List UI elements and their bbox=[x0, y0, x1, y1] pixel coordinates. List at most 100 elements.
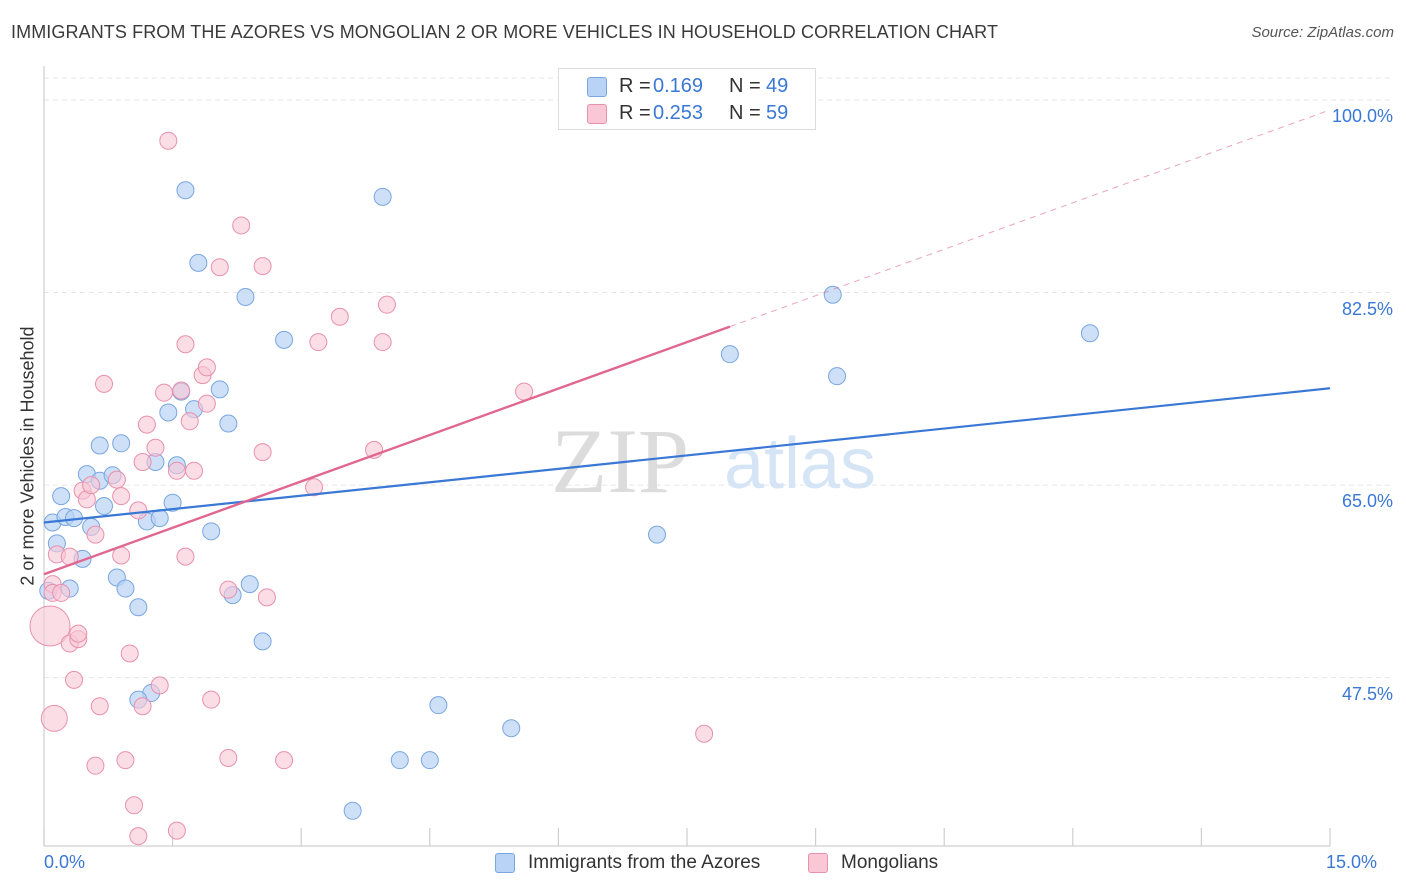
legend-label-azores: Immigrants from the Azores bbox=[528, 852, 761, 873]
data-point-mongolian bbox=[129, 501, 148, 520]
y-tick-label: 82.5% bbox=[1341, 298, 1393, 319]
data-point-azores bbox=[1080, 324, 1099, 343]
data-point-mongolian bbox=[133, 697, 152, 716]
data-point-mongolian bbox=[116, 751, 135, 770]
mongolian-swatch bbox=[808, 853, 828, 873]
r-value: 0.253 bbox=[653, 102, 704, 124]
trendline-mongolian bbox=[43, 325, 731, 576]
data-point-mongolian bbox=[305, 478, 324, 497]
azores-swatch bbox=[587, 77, 607, 97]
data-point-azores bbox=[373, 187, 392, 206]
data-point-mongolian bbox=[86, 756, 105, 775]
data-point-azores bbox=[163, 493, 182, 512]
data-point-mongolian bbox=[159, 131, 178, 150]
trendline-azores bbox=[43, 387, 1331, 524]
data-point-azores bbox=[420, 751, 439, 770]
data-point-mongolian bbox=[197, 394, 216, 413]
data-point-azores bbox=[236, 287, 255, 306]
data-point-azores bbox=[159, 403, 178, 422]
data-point-azores bbox=[390, 751, 409, 770]
data-point-mongolian bbox=[330, 307, 349, 326]
data-point-azores bbox=[210, 380, 229, 399]
trendlines bbox=[43, 109, 1331, 576]
r-label: R = bbox=[619, 102, 651, 124]
source-credit: Source: ZipAtlas.com bbox=[1251, 24, 1394, 41]
data-point-mongolian bbox=[167, 821, 186, 840]
data-point-azores bbox=[647, 525, 666, 544]
data-point-mongolian bbox=[52, 583, 71, 602]
y-tick-label: 47.5% bbox=[1341, 683, 1393, 704]
watermark-atlas: atlas bbox=[724, 424, 876, 504]
data-point-azores bbox=[343, 801, 362, 820]
data-point-mongolian bbox=[180, 412, 199, 431]
data-point-azores bbox=[202, 522, 221, 541]
trendline-mongolian-extension bbox=[729, 109, 1331, 328]
data-point-azores bbox=[253, 632, 272, 651]
n-label: N = bbox=[729, 75, 761, 97]
data-point-mongolian bbox=[232, 216, 251, 235]
data-point-mongolian bbox=[150, 676, 169, 695]
data-point-mongolian bbox=[275, 751, 294, 770]
chart-title: IMMIGRANTS FROM THE AZORES VS MONGOLIAN … bbox=[11, 22, 999, 42]
r-label: R = bbox=[619, 75, 651, 97]
n-value: 49 bbox=[766, 75, 789, 97]
data-point-azores bbox=[429, 696, 448, 715]
watermark: ZIP atlas bbox=[551, 410, 876, 512]
data-point-azores bbox=[176, 181, 195, 200]
data-point-mongolian bbox=[167, 461, 186, 480]
data-point-mongolian bbox=[377, 295, 396, 314]
series-azores-points bbox=[39, 181, 1099, 820]
data-point-mongolian bbox=[253, 257, 272, 276]
data-point-mongolian bbox=[219, 580, 238, 599]
data-point-mongolian bbox=[309, 333, 328, 352]
data-point-mongolian bbox=[86, 525, 105, 544]
x-tick-label-max: 15.0% bbox=[1326, 852, 1378, 872]
data-point-mongolian bbox=[146, 438, 165, 457]
data-point-azores bbox=[90, 436, 109, 455]
x-tick-label-min: 0.0% bbox=[44, 852, 86, 872]
data-point-mongolian bbox=[69, 624, 88, 643]
y-axis-title: 2 or more Vehicles in Household bbox=[17, 326, 38, 586]
n-value: 59 bbox=[766, 102, 789, 124]
data-point-azores bbox=[52, 487, 71, 506]
data-point-mongolian bbox=[40, 704, 68, 732]
data-point-mongolian bbox=[112, 487, 131, 506]
azores-swatch bbox=[495, 853, 515, 873]
r-value: 0.169 bbox=[653, 75, 704, 97]
data-point-azores bbox=[116, 579, 135, 598]
data-point-azores bbox=[275, 330, 294, 349]
correlation-legend: R = 0.169 N = 49 R = 0.253 N = 59 bbox=[558, 68, 816, 130]
data-point-mongolian bbox=[125, 796, 144, 815]
data-point-mongolian bbox=[29, 605, 71, 647]
y-tick-label: 65.0% bbox=[1341, 491, 1393, 512]
data-point-azores bbox=[129, 598, 148, 617]
data-point-azores bbox=[95, 497, 114, 516]
data-point-mongolian bbox=[129, 827, 148, 846]
data-point-azores bbox=[150, 509, 169, 528]
data-point-mongolian bbox=[253, 443, 272, 462]
data-point-mongolian bbox=[172, 381, 191, 400]
series-mongolian-points bbox=[29, 131, 714, 846]
data-point-mongolian bbox=[82, 476, 101, 495]
data-point-azores bbox=[240, 575, 259, 594]
data-point-mongolian bbox=[257, 588, 276, 607]
watermark-zip: ZIP bbox=[551, 410, 689, 512]
data-point-azores bbox=[219, 414, 238, 433]
mongolian-swatch bbox=[587, 104, 607, 124]
data-point-mongolian bbox=[95, 374, 114, 393]
n-label: N = bbox=[729, 102, 761, 124]
data-point-mongolian bbox=[65, 670, 84, 689]
data-point-mongolian bbox=[197, 358, 216, 377]
data-point-mongolian bbox=[133, 453, 152, 471]
data-point-mongolian bbox=[219, 748, 238, 767]
data-point-mongolian bbox=[90, 697, 109, 716]
data-point-mongolian bbox=[107, 470, 126, 489]
data-point-azores bbox=[189, 253, 208, 272]
data-point-azores bbox=[823, 285, 842, 304]
y-tick-label: 100.0% bbox=[1331, 106, 1393, 126]
data-point-mongolian bbox=[155, 383, 174, 402]
data-point-azores bbox=[502, 719, 521, 738]
data-point-mongolian bbox=[185, 461, 204, 480]
data-point-azores bbox=[828, 367, 847, 386]
data-point-mongolian bbox=[373, 333, 392, 352]
